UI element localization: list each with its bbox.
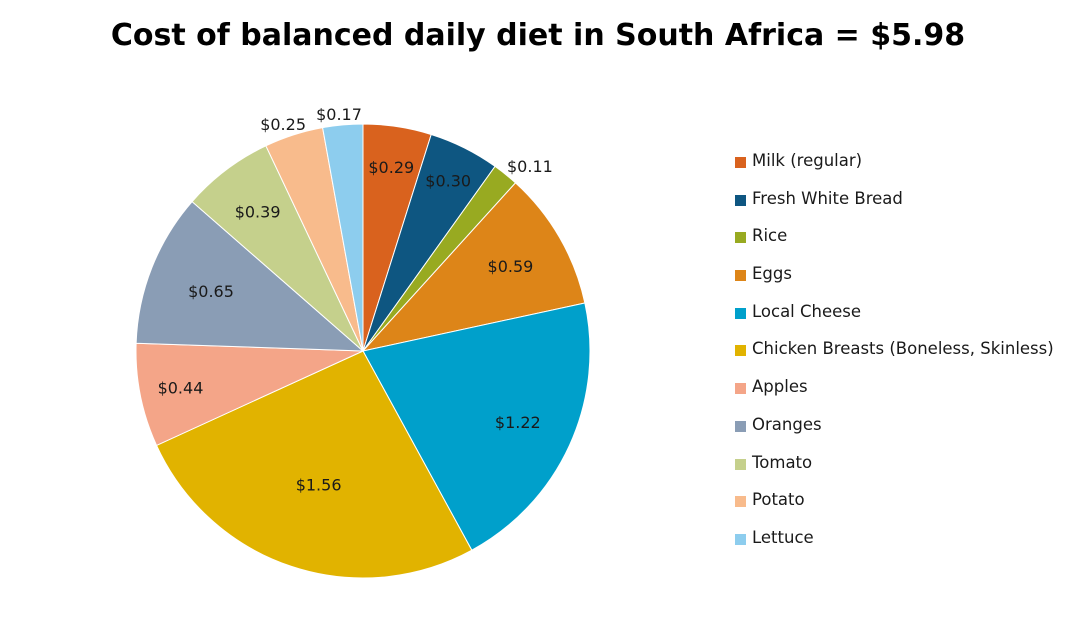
data-label-tomato: $0.39 — [235, 203, 281, 222]
legend-label: Fresh White Bread — [752, 188, 903, 208]
legend-label: Milk (regular) — [752, 151, 863, 170]
chart-title: Cost of balanced daily diet in South Afr… — [110, 18, 966, 53]
legend-label: Tomato — [752, 452, 813, 472]
legend-item-apples: Apples — [735, 374, 1075, 412]
legend-swatch — [735, 194, 746, 206]
pie-slice-lettuce — [322, 123, 364, 352]
legend-label: Oranges — [752, 414, 822, 434]
legend: Milk (regular) Fresh White Bread Rice Eggs L… — [735, 148, 1075, 563]
legend-item-fresh-white-bread: Fresh White Bread — [735, 186, 1075, 224]
legend-swatch — [735, 157, 746, 168]
pie-slice-local-cheese — [362, 302, 591, 551]
legend-item-potato: Potato — [735, 487, 1075, 525]
legend-label: Lettuce — [752, 527, 814, 547]
legend-label: Potato — [752, 490, 805, 510]
legend-label: Chicken Breasts (Boneless, Skinless) — [752, 339, 1054, 359]
legend-item-rice: Rice — [735, 223, 1075, 261]
legend-swatch — [735, 496, 746, 508]
legend-item-lettuce: Lettuce — [735, 525, 1075, 563]
data-label-local-cheese: $1.22 — [495, 413, 541, 432]
legend-label: Local Cheese — [752, 301, 862, 321]
legend-label: Eggs — [752, 264, 792, 284]
legend-label: Rice — [752, 226, 788, 246]
data-label-milk-regular: $0.29 — [368, 158, 414, 177]
legend-swatch — [735, 232, 746, 244]
legend-item-eggs: Eggs — [735, 261, 1075, 299]
legend-swatch — [735, 307, 746, 319]
legend-item-local-cheese: Local Cheese — [735, 299, 1075, 337]
data-label-rice: $0.11 — [507, 157, 553, 176]
data-label-chicken-breasts-boneless-skinless: $1.56 — [296, 476, 342, 495]
legend-item-chicken-breasts-boneless-skinless: Chicken Breasts (Boneless, Skinless) — [735, 336, 1075, 374]
data-label-fresh-white-bread: $0.30 — [425, 171, 471, 190]
legend-swatch — [735, 383, 746, 395]
data-label-eggs: $0.59 — [488, 257, 534, 276]
legend-item-milk-regular: Milk (regular) — [735, 148, 1075, 186]
legend-item-oranges: Oranges — [735, 412, 1075, 450]
legend-swatch — [735, 533, 746, 545]
pie-slice-oranges — [135, 200, 365, 352]
legend-label: Apples — [752, 377, 808, 397]
pie-slice-chicken-breasts-boneless-skinless — [155, 350, 473, 579]
data-label-potato: $0.25 — [260, 115, 306, 134]
legend-swatch — [735, 458, 746, 470]
legend-swatch — [735, 345, 746, 357]
data-label-oranges: $0.65 — [188, 282, 234, 301]
legend-swatch — [735, 270, 746, 282]
pie-slice-eggs — [361, 182, 586, 352]
legend-item-tomato: Tomato — [735, 450, 1075, 488]
data-label-lettuce: $0.17 — [316, 105, 362, 124]
legend-swatch — [735, 420, 746, 432]
pie-slice-apples — [135, 342, 364, 447]
data-label-apples: $0.44 — [158, 378, 204, 397]
